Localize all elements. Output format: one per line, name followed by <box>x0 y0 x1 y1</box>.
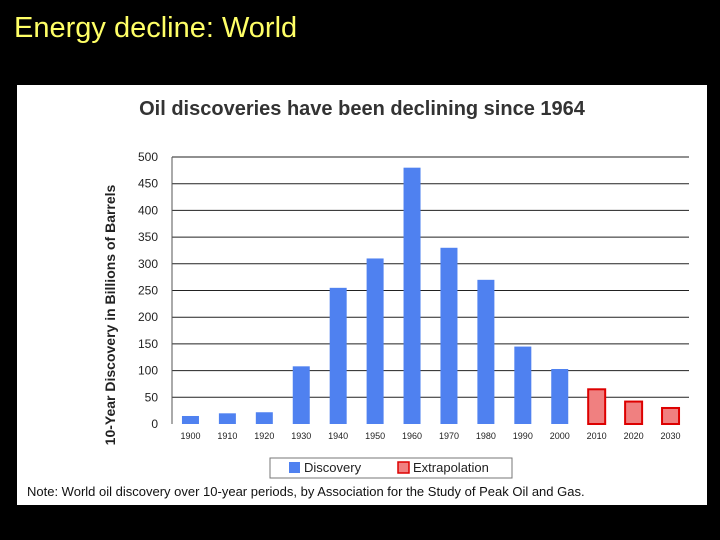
legend-label-extrapolation: Extrapolation <box>413 460 489 475</box>
bar-discovery <box>292 366 310 424</box>
x-axis-ticks: 1900 1910 1920 1930 1940 1950 1960 1970 1980 1990… <box>180 431 680 441</box>
oil-discovery-chart: Oil discoveries have been declining sinc… <box>27 98 689 499</box>
y-tick-label: 150 <box>138 337 158 351</box>
y-tick-label: 500 <box>138 150 158 164</box>
bar-discovery <box>255 412 273 424</box>
x-tick-label: 1990 <box>513 431 533 441</box>
x-tick-label: 2000 <box>550 431 570 441</box>
y-tick-label: 300 <box>138 257 158 271</box>
bar-extrapolation <box>587 388 607 426</box>
x-tick-label: 1900 <box>180 431 200 441</box>
legend-swatch-discovery <box>289 462 300 473</box>
y-tick-label: 400 <box>138 203 158 217</box>
x-tick-label: 1910 <box>217 431 237 441</box>
y-tick-label: 450 <box>138 177 158 191</box>
x-tick-label: 1960 <box>402 431 422 441</box>
bar-extrapolation <box>661 406 681 426</box>
bar-discovery <box>403 167 421 424</box>
x-tick-label: 1950 <box>365 431 385 441</box>
legend: Discovery Extrapolation <box>269 457 513 479</box>
bar-discovery <box>440 247 458 424</box>
bar-discovery <box>366 258 384 424</box>
x-tick-label: 1980 <box>476 431 496 441</box>
legend-swatch-extrapolation <box>397 461 410 474</box>
y-tick-label: 250 <box>138 284 158 298</box>
bar-discovery <box>477 279 495 424</box>
chart-title: Oil discoveries have been declining sinc… <box>139 98 586 120</box>
slide-title: Energy decline: World <box>14 12 298 44</box>
x-tick-label: 1970 <box>439 431 459 441</box>
legend-label-discovery: Discovery <box>304 460 362 475</box>
x-tick-label: 1920 <box>254 431 274 441</box>
grid-lines <box>172 156 689 398</box>
y-tick-label: 50 <box>145 390 159 404</box>
chart-note: Note: World oil discovery over 10-year p… <box>27 484 585 499</box>
bar-discovery <box>218 413 236 424</box>
x-tick-label: 2020 <box>624 431 644 441</box>
x-tick-label: 1930 <box>291 431 311 441</box>
y-tick-label: 200 <box>138 310 158 324</box>
x-tick-label: 1940 <box>328 431 348 441</box>
bars <box>181 167 681 426</box>
y-axis-ticks: 0 50 100 150 200 250 300 350 400 450 500 <box>138 150 158 431</box>
bar-discovery <box>551 368 569 424</box>
y-axis-label: 10-Year Discovery in Billions of Barrels <box>102 184 118 445</box>
legend-box <box>269 457 513 479</box>
chart-panel: Oil discoveries have been declining sinc… <box>17 85 707 505</box>
bar-discovery <box>181 415 199 424</box>
bar-extrapolation <box>624 400 644 425</box>
x-tick-label: 2030 <box>661 431 681 441</box>
bar-discovery <box>329 287 347 424</box>
bar-discovery <box>514 346 532 424</box>
x-tick-label: 2010 <box>587 431 607 441</box>
y-tick-label: 100 <box>138 364 158 378</box>
y-tick-label: 350 <box>138 230 158 244</box>
y-tick-label: 0 <box>151 417 158 431</box>
